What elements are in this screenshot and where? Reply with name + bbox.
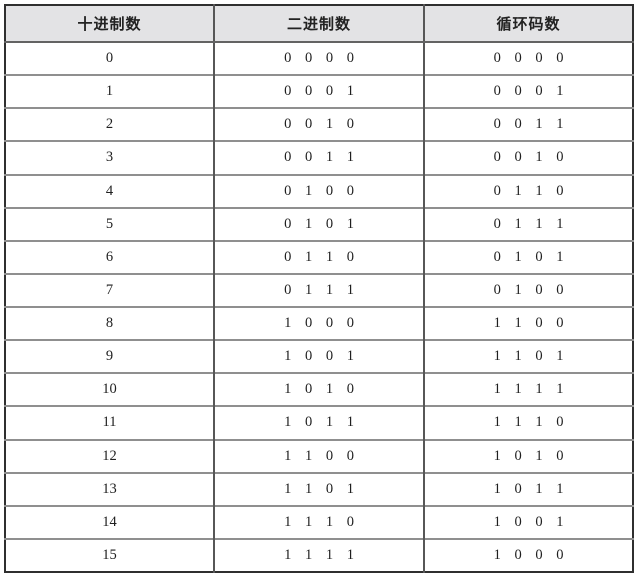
binary-cell: 1 1 0 1 [213, 472, 424, 506]
table-row: 5 0 1 0 1 0 1 1 1 [5, 207, 633, 241]
binary-cell: 0 0 0 0 [213, 42, 424, 76]
table-row: 4 0 1 0 0 0 1 1 0 [5, 174, 633, 208]
table-row: 9 1 0 0 1 1 1 0 1 [5, 340, 633, 374]
table-row: 1 0 0 0 1 0 0 0 1 [5, 75, 633, 109]
table-header-row: 十进制数 二进制数 循环码数 [5, 5, 633, 43]
decimal-cell: 12 [5, 439, 214, 473]
table-row: 0 0 0 0 0 0 0 0 0 [5, 42, 633, 76]
binary-cell: 0 1 0 1 [213, 207, 424, 241]
table-row: 2 0 0 1 0 0 0 1 1 [5, 108, 633, 142]
column-header-decimal: 十进制数 [5, 5, 214, 43]
gray-code-cell: 1 0 1 0 [423, 439, 633, 473]
decimal-cell: 6 [5, 240, 214, 274]
gray-code-cell: 1 0 0 1 [423, 505, 633, 539]
table-row: 7 0 1 1 1 0 1 0 0 [5, 273, 633, 307]
decimal-cell: 8 [5, 307, 214, 341]
decimal-cell: 10 [5, 373, 214, 407]
decimal-cell: 15 [5, 538, 214, 572]
gray-code-cell: 0 0 0 1 [423, 75, 633, 109]
gray-code-cell: 1 1 0 0 [423, 307, 633, 341]
gray-code-cell: 1 1 0 1 [423, 340, 633, 374]
gray-code-cell: 0 0 1 0 [423, 141, 633, 175]
column-header-binary: 二进制数 [213, 5, 424, 43]
table-row: 12 1 1 0 0 1 0 1 0 [5, 439, 633, 473]
decimal-cell: 14 [5, 505, 214, 539]
gray-code-table: 十进制数 二进制数 循环码数 0 0 0 0 0 0 0 0 0 1 0 0 0… [4, 4, 634, 573]
decimal-cell: 0 [5, 42, 214, 76]
binary-cell: 0 1 0 0 [213, 174, 424, 208]
decimal-cell: 7 [5, 273, 214, 307]
gray-code-cell: 0 1 0 1 [423, 240, 633, 274]
table-row: 11 1 0 1 1 1 1 1 0 [5, 406, 633, 440]
binary-cell: 1 1 1 0 [213, 505, 424, 539]
decimal-cell: 13 [5, 472, 214, 506]
binary-cell: 1 0 1 1 [213, 406, 424, 440]
gray-code-cell: 1 1 1 1 [423, 373, 633, 407]
decimal-cell: 11 [5, 406, 214, 440]
column-header-gray-code: 循环码数 [423, 5, 633, 43]
table-row: 8 1 0 0 0 1 1 0 0 [5, 307, 633, 341]
gray-code-cell: 0 0 1 1 [423, 108, 633, 142]
binary-cell: 1 0 0 1 [213, 340, 424, 374]
binary-cell: 1 1 0 0 [213, 439, 424, 473]
binary-cell: 0 1 1 1 [213, 273, 424, 307]
gray-code-cell: 0 1 1 1 [423, 207, 633, 241]
table-row: 6 0 1 1 0 0 1 0 1 [5, 240, 633, 274]
binary-cell: 1 1 1 1 [213, 538, 424, 572]
gray-code-cell: 0 0 0 0 [423, 42, 633, 76]
binary-cell: 0 0 1 0 [213, 108, 424, 142]
table-row: 14 1 1 1 0 1 0 0 1 [5, 505, 633, 539]
decimal-cell: 5 [5, 207, 214, 241]
binary-cell: 0 0 0 1 [213, 75, 424, 109]
decimal-cell: 2 [5, 108, 214, 142]
binary-cell: 1 0 0 0 [213, 307, 424, 341]
gray-code-cell: 1 0 1 1 [423, 472, 633, 506]
decimal-cell: 9 [5, 340, 214, 374]
table-row: 13 1 1 0 1 1 0 1 1 [5, 472, 633, 506]
binary-cell: 0 1 1 0 [213, 240, 424, 274]
decimal-cell: 4 [5, 174, 214, 208]
gray-code-cell: 1 1 1 0 [423, 406, 633, 440]
table-row: 3 0 0 1 1 0 0 1 0 [5, 141, 633, 175]
decimal-cell: 1 [5, 75, 214, 109]
binary-cell: 1 0 1 0 [213, 373, 424, 407]
table-row: 15 1 1 1 1 1 0 0 0 [5, 538, 633, 572]
gray-code-cell: 0 1 0 0 [423, 273, 633, 307]
gray-code-cell: 1 0 0 0 [423, 538, 633, 572]
gray-code-cell: 0 1 1 0 [423, 174, 633, 208]
decimal-cell: 3 [5, 141, 214, 175]
table-row: 10 1 0 1 0 1 1 1 1 [5, 373, 633, 407]
binary-cell: 0 0 1 1 [213, 141, 424, 175]
